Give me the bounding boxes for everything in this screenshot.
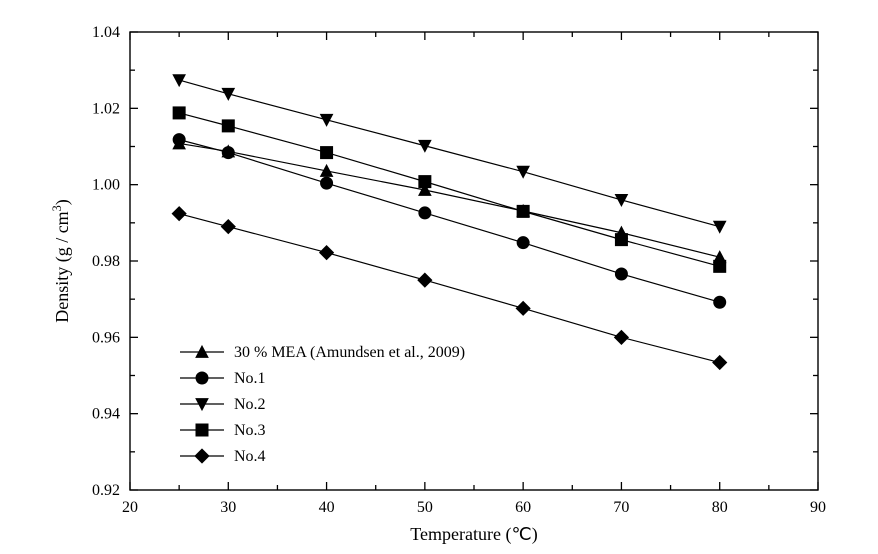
svg-text:0.92: 0.92 — [92, 482, 120, 499]
svg-text:70: 70 — [613, 499, 629, 516]
svg-text:No.1: No.1 — [234, 370, 266, 387]
svg-text:Temperature (℃): Temperature (℃) — [410, 524, 537, 545]
svg-text:Density (g / cm3): Density (g / cm3) — [50, 199, 73, 323]
svg-text:1.02: 1.02 — [92, 100, 120, 117]
svg-text:30: 30 — [220, 499, 236, 516]
svg-text:80: 80 — [712, 499, 728, 516]
svg-text:No.4: No.4 — [234, 448, 266, 465]
svg-text:0.94: 0.94 — [92, 406, 120, 423]
svg-text:1.04: 1.04 — [92, 24, 120, 41]
svg-text:0.98: 0.98 — [92, 253, 120, 270]
svg-text:0.96: 0.96 — [92, 329, 120, 346]
svg-text:No.2: No.2 — [234, 396, 266, 413]
svg-text:30 % MEA (Amundsen et al., 200: 30 % MEA (Amundsen et al., 2009) — [234, 344, 465, 361]
svg-text:1.00: 1.00 — [92, 177, 120, 194]
svg-text:60: 60 — [515, 499, 531, 516]
svg-text:40: 40 — [319, 499, 335, 516]
svg-text:No.3: No.3 — [234, 422, 266, 439]
density-vs-temperature-chart: 20 30 40 50 60 70 80 90 0.92 0.94 0.96 0.98 1.00 1.02… — [0, 0, 878, 554]
svg-text:20: 20 — [122, 499, 138, 516]
svg-text:50: 50 — [417, 499, 433, 516]
svg-text:90: 90 — [810, 499, 826, 516]
